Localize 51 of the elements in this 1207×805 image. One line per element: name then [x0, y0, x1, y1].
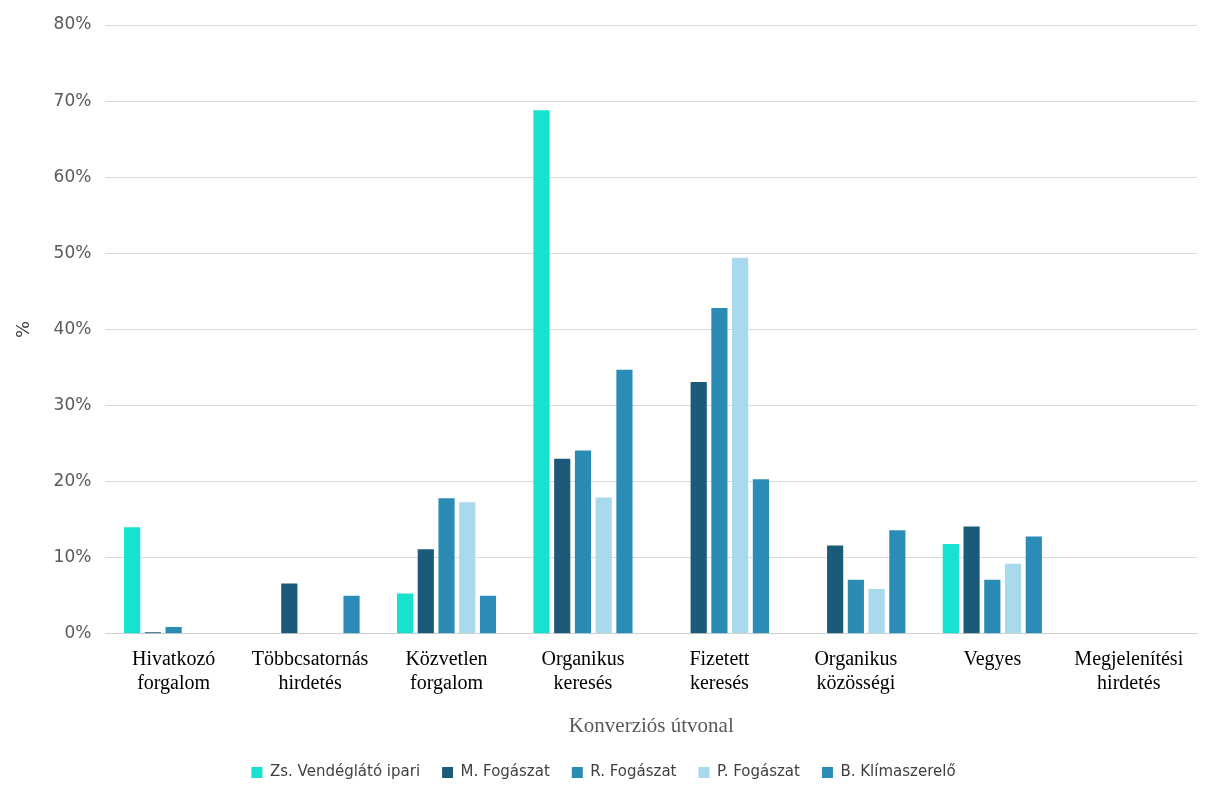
- bar: [574, 450, 592, 634]
- legend-label: R. Fogászat: [590, 762, 677, 781]
- y-tick-label: 0%: [64, 622, 92, 643]
- bar: [1025, 536, 1042, 634]
- bar: [942, 544, 959, 634]
- legend-label: Zs. Vendéglátó ipari: [269, 762, 421, 781]
- bar: [438, 498, 455, 634]
- bar: [124, 527, 141, 634]
- x-tick-label: Megjelenítési hirdetés: [1074, 647, 1184, 694]
- bar: [165, 626, 182, 634]
- x-axis-title: Konverziós útvonal: [568, 712, 734, 737]
- y-axis-title: %: [12, 320, 34, 338]
- y-tick-label: 50%: [53, 241, 92, 262]
- bar: [1004, 563, 1022, 634]
- x-tick-label: Vegyes: [963, 647, 1022, 671]
- bar: [417, 549, 434, 634]
- bar: [459, 502, 476, 634]
- bar: [616, 369, 633, 634]
- bar: [396, 593, 414, 634]
- y-tick-label: 70%: [53, 89, 92, 110]
- y-tick-label: 60%: [53, 165, 92, 186]
- bar: [889, 530, 906, 634]
- x-tick-label: Fizetett keresés: [689, 647, 750, 694]
- legend-label: M. Fogászat: [460, 762, 550, 781]
- bar: [595, 497, 612, 634]
- bar: [343, 595, 360, 634]
- x-tick-label: Többcsatornás hirdetés: [251, 647, 369, 694]
- x-tick-label: Közvetlen forgalom: [405, 647, 488, 695]
- x-tick-label: Organikus közösségi: [814, 647, 898, 695]
- y-tick-label: 80%: [53, 13, 92, 34]
- y-tick-label: 10%: [53, 546, 92, 567]
- y-tick-label: 20%: [53, 470, 92, 491]
- bar: [963, 526, 980, 634]
- bar: [690, 381, 707, 634]
- y-tick-label: 40%: [53, 317, 92, 338]
- bar: [752, 479, 769, 634]
- bar: [847, 579, 864, 634]
- bar: [868, 588, 885, 634]
- bar: [827, 545, 844, 634]
- bar: [533, 110, 550, 634]
- bar: [732, 257, 749, 634]
- x-tick-label: Organikus keresés: [541, 647, 625, 694]
- legend-label: P. Fogászat: [716, 762, 801, 781]
- bar: [281, 583, 298, 634]
- bar: [711, 308, 728, 634]
- bar: [984, 579, 1001, 634]
- y-tick-label: 30%: [53, 393, 92, 414]
- bar: [554, 458, 571, 634]
- bar: [479, 595, 497, 634]
- x-tick-label: Hivatkozó forgalom: [131, 647, 216, 695]
- legend-label: B. Klímaszerelő: [840, 762, 956, 781]
